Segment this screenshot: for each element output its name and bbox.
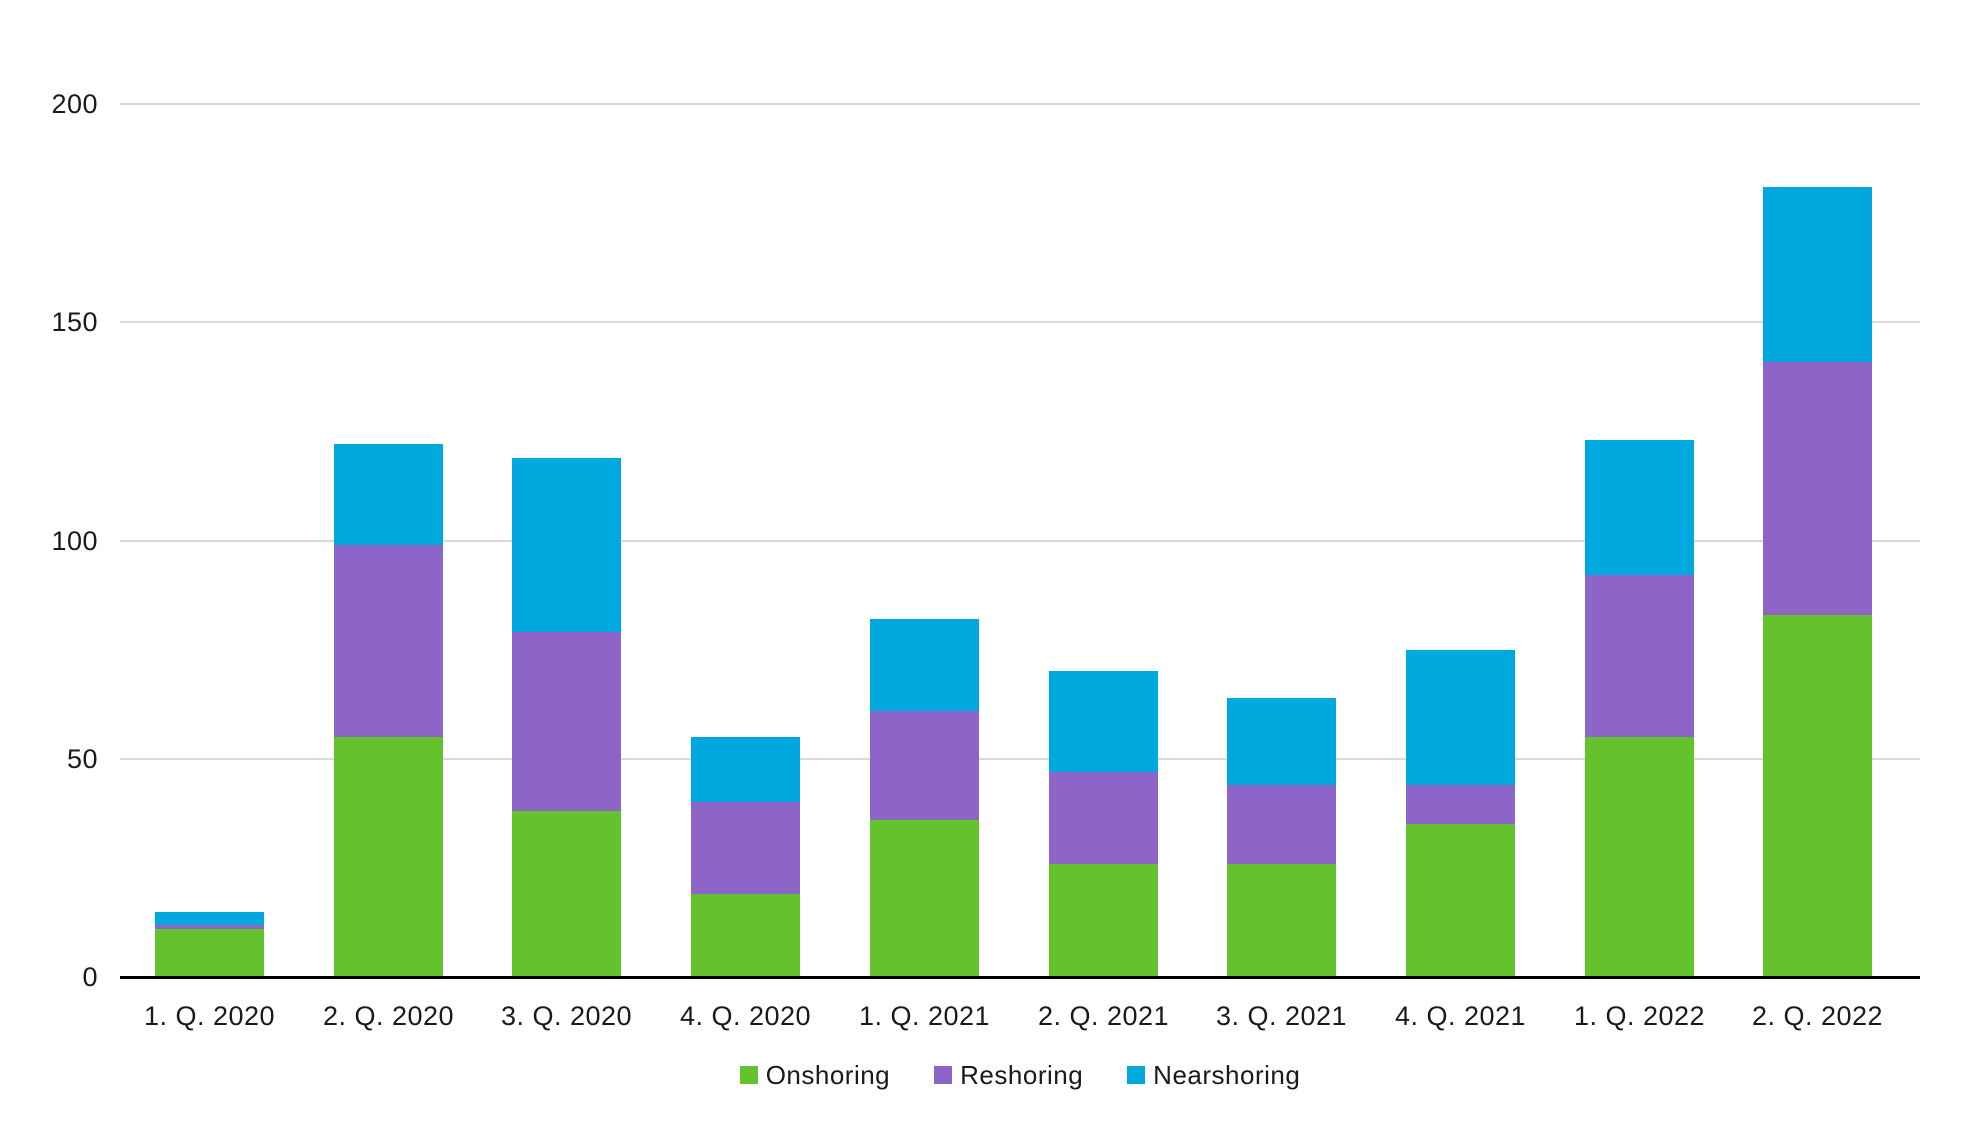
bar-segment-reshoring [1406, 784, 1515, 825]
bar-segment-reshoring [870, 710, 979, 820]
gridline [120, 539, 1920, 542]
legend-item-reshoring: Reshoring [934, 1060, 1083, 1091]
bar-segment-nearshoring [512, 457, 621, 633]
bar-segment-nearshoring [155, 911, 264, 925]
bar-segment-onshoring [1763, 614, 1872, 977]
legend-label: Reshoring [960, 1059, 1084, 1090]
bar-segment-nearshoring [870, 619, 979, 711]
x-axis-tick-label: 2. Q. 2022 [1751, 1001, 1884, 1031]
x-axis-tick-label: 2. Q. 2020 [322, 1001, 455, 1031]
legend-swatch-reshoring [934, 1066, 953, 1084]
bar-segment-onshoring [512, 811, 621, 977]
bar-segment-onshoring [691, 894, 800, 977]
legend-swatch-onshoring [739, 1066, 758, 1084]
bar-segment-onshoring [1049, 863, 1158, 977]
y-axis-tick-label: 0 [82, 962, 98, 992]
legend-swatch-nearshoring [1127, 1066, 1146, 1084]
bar-segment-reshoring [1585, 575, 1694, 737]
x-axis-line [120, 976, 1920, 979]
legend: Onshoring Reshoring Nearshoring [120, 1056, 1920, 1094]
x-axis-tick-label: 1. Q. 2020 [143, 1001, 276, 1031]
x-axis-tick-label: 3. Q. 2021 [1215, 1001, 1348, 1031]
legend-item-nearshoring: Nearshoring [1127, 1060, 1300, 1091]
bar-segment-reshoring [1763, 361, 1872, 615]
y-axis-tick-label: 150 [51, 307, 98, 338]
y-axis-tick-label: 200 [51, 89, 98, 119]
y-axis-tick-label: 50 [66, 743, 98, 774]
bar-segment-reshoring [1227, 784, 1336, 864]
x-axis-tick-label: 2. Q. 2021 [1037, 1001, 1170, 1031]
y-axis-tick-label: 100 [51, 525, 98, 556]
bar-segment-reshoring [512, 632, 621, 812]
bar-segment-onshoring [1227, 863, 1336, 977]
bar-segment-onshoring [155, 928, 264, 977]
legend-label: Nearshoring [1153, 1059, 1301, 1090]
x-axis-tick-label: 1. Q. 2021 [858, 1001, 991, 1031]
bar-segment-reshoring [1049, 771, 1158, 864]
bar-segment-nearshoring [691, 736, 800, 803]
gridline [120, 757, 1920, 760]
bar-segment-reshoring [691, 802, 800, 895]
legend-label: Onshoring [765, 1059, 891, 1090]
bar-segment-nearshoring [334, 444, 443, 545]
legend-item-onshoring: Onshoring [739, 1059, 891, 1091]
bar-segment-nearshoring [1049, 671, 1158, 772]
x-axis-tick-label: 1. Q. 2022 [1573, 1001, 1706, 1031]
bar-segment-nearshoring [1585, 440, 1694, 576]
bar-segment-onshoring [870, 819, 979, 977]
bar-segment-nearshoring [1763, 186, 1872, 362]
bar-segment-nearshoring [1227, 697, 1336, 785]
bar-segment-nearshoring [1406, 649, 1515, 785]
bar-segment-reshoring [155, 924, 264, 929]
bar-segment-reshoring [334, 544, 443, 737]
bar-segment-onshoring [1585, 736, 1694, 977]
gridline [120, 321, 1920, 324]
x-axis-tick-label: 4. Q. 2020 [679, 1001, 812, 1031]
x-axis-tick-label: 3. Q. 2020 [500, 1001, 633, 1031]
bar-segment-onshoring [334, 736, 443, 977]
gridline [120, 103, 1920, 105]
x-axis-tick-label: 4. Q. 2021 [1394, 1001, 1527, 1031]
bar-segment-onshoring [1406, 824, 1515, 977]
